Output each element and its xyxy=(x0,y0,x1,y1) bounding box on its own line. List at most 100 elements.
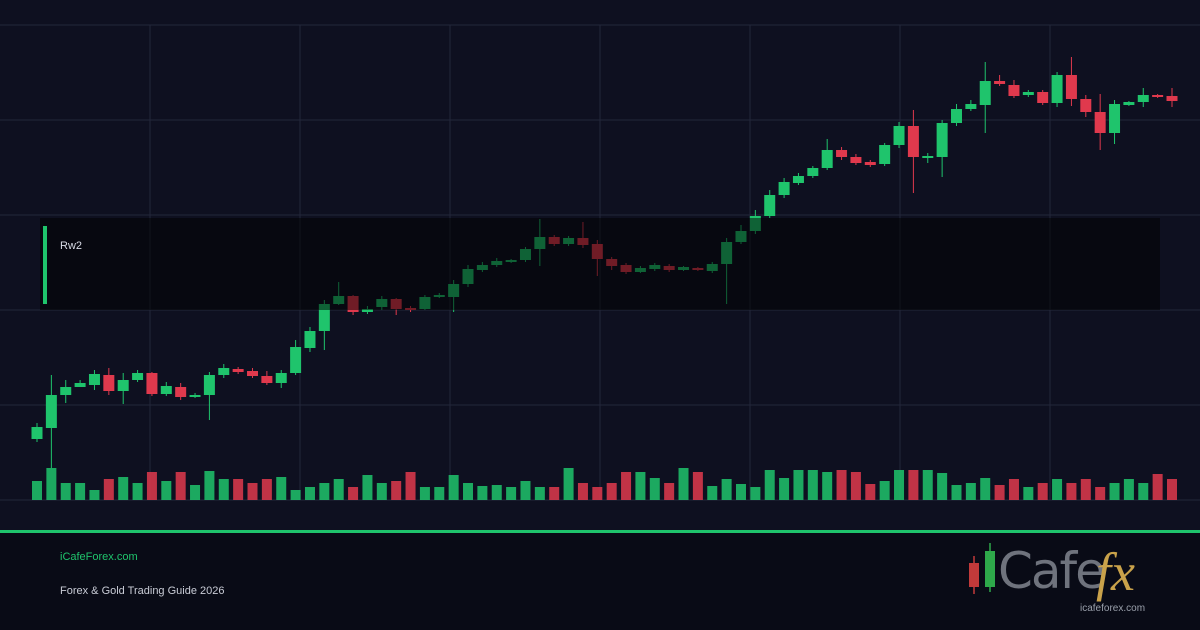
candle-body xyxy=(764,195,776,216)
candle-body xyxy=(950,109,962,123)
candle-body xyxy=(1008,85,1020,96)
candle-body xyxy=(31,427,43,439)
volume-bar xyxy=(1052,479,1063,500)
volume-bar xyxy=(233,479,244,500)
candle-body xyxy=(361,309,373,312)
candle-body xyxy=(45,395,57,428)
volume-bar xyxy=(1138,483,1149,500)
volume-bar xyxy=(664,483,675,500)
volume-bar xyxy=(649,478,660,500)
volume-bar xyxy=(1095,487,1106,500)
volume-bar xyxy=(1023,487,1034,500)
footer-background xyxy=(0,533,1200,630)
candle-body xyxy=(304,331,316,348)
volume-bar xyxy=(793,470,804,500)
candle-body xyxy=(117,380,129,391)
volume-bar xyxy=(549,487,560,500)
candle-body xyxy=(1109,104,1121,133)
volume-bar xyxy=(175,472,186,500)
volume-bar xyxy=(304,487,315,500)
candle-body xyxy=(965,104,977,109)
panel-box xyxy=(40,218,1160,310)
volume-bar xyxy=(850,472,861,500)
candle-body xyxy=(1022,92,1034,95)
volume-bar xyxy=(463,483,474,500)
volume-bar xyxy=(822,472,833,500)
volume-bar xyxy=(1008,479,1019,500)
volume-bar xyxy=(534,487,545,500)
volume-bar xyxy=(721,479,732,500)
candle-body xyxy=(318,304,330,331)
volume-bar xyxy=(319,483,330,500)
panel-accent xyxy=(43,226,47,304)
volume-bar xyxy=(75,483,86,500)
footer-rule xyxy=(0,530,1200,533)
candle-body xyxy=(1080,99,1092,112)
volume-bar xyxy=(764,470,775,500)
volume-bar xyxy=(1080,479,1091,500)
candle-body xyxy=(275,373,287,383)
volume-bar xyxy=(89,490,100,500)
candle-body xyxy=(836,150,848,157)
volume-bar xyxy=(146,472,157,500)
volume-bar xyxy=(1152,474,1163,500)
candle-body xyxy=(1065,75,1077,99)
volume-bar xyxy=(937,473,948,500)
volume-bar xyxy=(577,483,588,500)
volume-bar xyxy=(922,470,933,500)
volume-bar xyxy=(333,479,344,500)
logo-accent: fx xyxy=(1096,542,1135,602)
candle-body xyxy=(936,123,948,157)
volume-bar xyxy=(1167,479,1177,500)
volume-bar xyxy=(290,490,301,500)
volume-bar xyxy=(132,483,143,500)
candle-body xyxy=(232,369,244,372)
candle-body xyxy=(792,176,804,183)
volume-bar xyxy=(204,471,215,500)
volume-bar xyxy=(735,484,746,500)
volume-bar xyxy=(908,470,919,500)
volume-bar xyxy=(261,479,272,500)
candle-body xyxy=(218,368,230,375)
volume-bar xyxy=(218,479,229,500)
volume-bar xyxy=(405,472,416,500)
volume-bar xyxy=(1109,483,1120,500)
candle-body xyxy=(189,395,201,397)
volume-bar xyxy=(491,485,502,500)
candle-body xyxy=(290,347,302,373)
candle-body xyxy=(922,156,934,158)
candle-body xyxy=(74,383,86,387)
candle-body xyxy=(1051,75,1063,103)
volume-bar xyxy=(879,481,890,500)
candle-body xyxy=(1152,95,1164,97)
volume-bar xyxy=(965,483,976,500)
candle-body xyxy=(994,81,1006,84)
volume-bar xyxy=(391,481,402,500)
volume-bar xyxy=(563,468,574,500)
volume-bar xyxy=(247,483,258,500)
logo-icon xyxy=(969,563,979,587)
candle-body xyxy=(907,126,919,157)
site-name: iCafeForex.com xyxy=(60,551,138,563)
candle-body xyxy=(103,375,115,391)
subtitle: Forex & Gold Trading Guide 2026 xyxy=(60,585,224,597)
candle-body xyxy=(979,81,991,105)
candle-body xyxy=(1166,96,1178,101)
volume-bar xyxy=(807,470,818,500)
volume-bar xyxy=(779,478,790,500)
volume-bar xyxy=(1037,483,1048,500)
candle-body xyxy=(132,373,144,380)
volume-bar xyxy=(118,477,129,500)
volume-bar xyxy=(362,475,373,500)
volume-bar xyxy=(707,486,718,500)
candle-body xyxy=(1123,102,1135,105)
candle-body xyxy=(146,373,158,394)
volume-bar xyxy=(635,472,646,500)
volume-bar xyxy=(520,481,531,500)
candle-body xyxy=(807,168,819,176)
volume-bar xyxy=(980,478,991,500)
candle-body xyxy=(88,374,100,385)
volume-bar xyxy=(621,472,632,500)
logo-url: icafeforex.com xyxy=(1080,603,1145,614)
volume-bar xyxy=(865,484,876,500)
